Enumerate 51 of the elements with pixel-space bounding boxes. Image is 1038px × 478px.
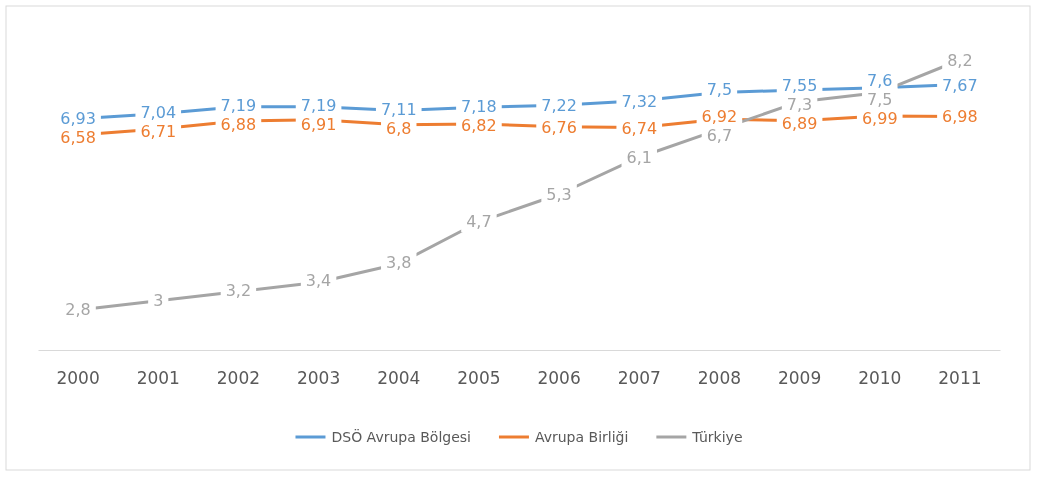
x-tick-label: 2000 — [56, 368, 100, 389]
data-label: 7,67 — [942, 75, 978, 95]
data-label: 6,7 — [706, 126, 733, 146]
data-label: 7,11 — [380, 99, 417, 119]
data-label: 6,89 — [781, 114, 818, 134]
data-label: 5,3 — [546, 185, 572, 205]
data-label: 7,5 — [867, 89, 893, 109]
x-tick-label: 2002 — [216, 368, 261, 389]
data-label: 6,98 — [942, 107, 978, 127]
legend-label: DSÖ Avrupa Bölgesi — [331, 428, 471, 445]
data-label: 7,04 — [140, 103, 177, 123]
data-label: 6,71 — [140, 122, 177, 142]
data-label: 7,5 — [706, 80, 733, 100]
data-label: 6,76 — [541, 117, 577, 137]
data-label: 6,1 — [626, 148, 652, 168]
data-label: 6,58 — [60, 127, 96, 147]
x-tick-label: 2010 — [858, 368, 902, 389]
data-label: 7,6 — [867, 70, 893, 90]
data-label: 6,99 — [861, 108, 898, 128]
data-label: 4,7 — [466, 212, 492, 232]
data-label: 6,88 — [220, 115, 257, 135]
data-label: 6,91 — [300, 114, 337, 134]
data-label: 7,55 — [781, 76, 818, 96]
data-label: 6,82 — [461, 116, 497, 136]
data-label: 3,2 — [225, 280, 252, 300]
data-label: 3 — [153, 290, 164, 310]
x-tick-label: 2006 — [537, 368, 581, 389]
data-label: 7,3 — [786, 95, 813, 115]
data-label: 8,2 — [947, 51, 973, 70]
data-label: 2,8 — [65, 300, 91, 320]
x-tick-label: 2011 — [938, 368, 982, 389]
x-tick-label: 2009 — [777, 368, 822, 389]
legend-label: Türkiye — [691, 429, 743, 445]
x-tick-label: 2001 — [136, 368, 180, 389]
data-label: 7,18 — [461, 97, 497, 117]
x-tick-label: 2005 — [457, 368, 501, 389]
data-label: 7,19 — [220, 96, 257, 116]
data-label: 7,32 — [621, 91, 658, 111]
data-label: 6,74 — [621, 118, 658, 138]
legend-label: Avrupa Birliği — [534, 429, 629, 445]
data-label: 6,8 — [386, 118, 412, 138]
x-tick-label: 2004 — [377, 368, 421, 389]
data-label: 3,4 — [305, 271, 332, 291]
x-tick-label: 2007 — [617, 368, 661, 389]
data-label: 6,93 — [60, 108, 96, 128]
data-label: 7,19 — [300, 95, 337, 115]
data-label: 7,22 — [541, 96, 577, 116]
x-tick-label: 2008 — [697, 368, 742, 389]
x-tick-label: 2003 — [296, 368, 341, 389]
data-label: 6,92 — [701, 107, 738, 127]
data-label: 3,8 — [386, 253, 412, 273]
